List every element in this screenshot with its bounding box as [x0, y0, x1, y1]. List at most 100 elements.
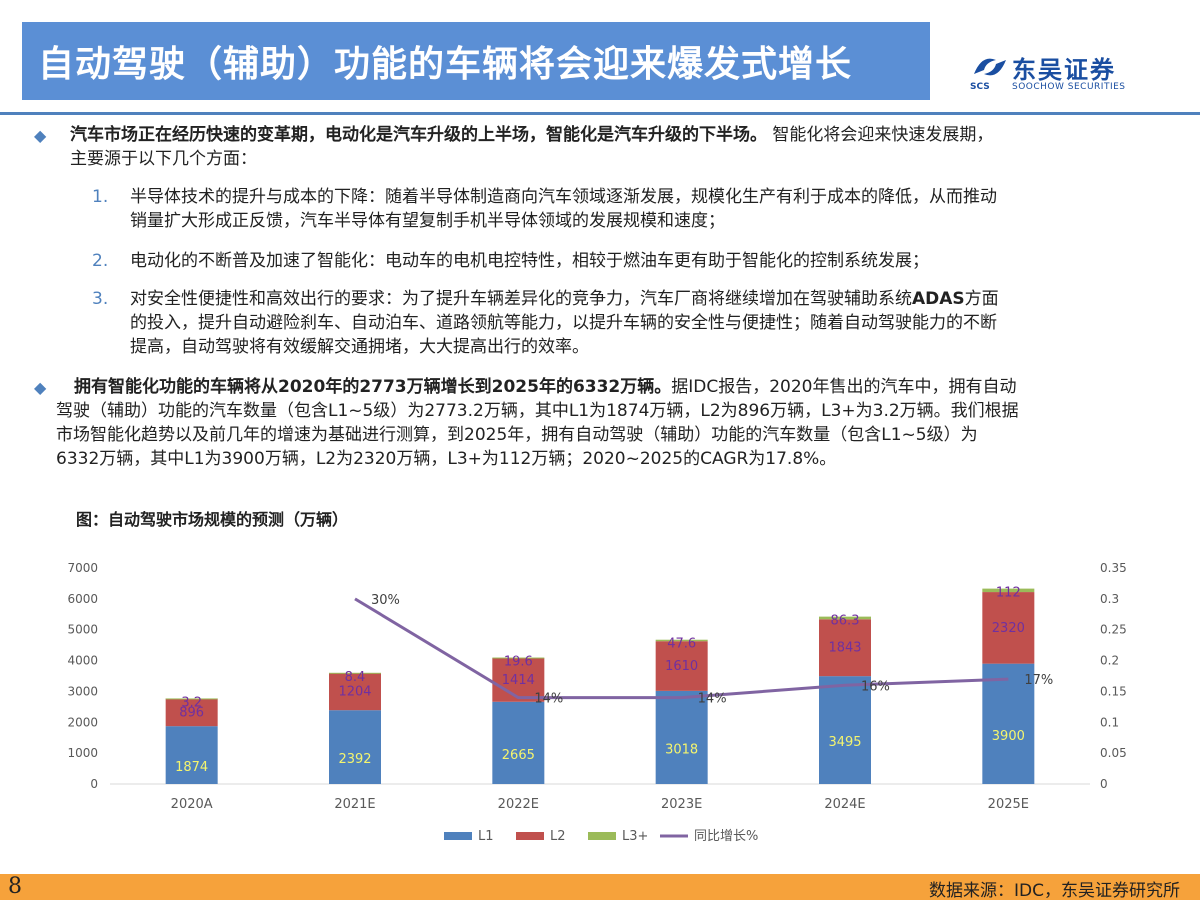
y-right-tick-label: 0.2	[1100, 654, 1119, 668]
legend-swatch-l2	[516, 832, 544, 840]
legend-label: L2	[550, 829, 566, 844]
data-label-l1: 2665	[502, 748, 535, 763]
bar-l3plus	[982, 588, 1035, 593]
data-label-l3plus: 3.2	[181, 695, 202, 710]
footer-bar: 8 数据来源：IDC，东吴证券研究所	[0, 874, 1200, 901]
bullet2-normal: 据IDC报告，2020年售出的汽车中，拥有自动	[671, 377, 1017, 397]
legend-swatch-l3plus	[588, 832, 616, 840]
data-label-l3plus: 47.6	[667, 637, 696, 652]
bar-l2	[982, 592, 1035, 664]
y-right-tick-label: 0.05	[1100, 746, 1127, 760]
yoy-data-label: 14%	[534, 692, 563, 707]
data-label-l1: 3900	[992, 729, 1025, 744]
bar-l3plus	[655, 639, 708, 642]
bar-l1	[819, 676, 871, 784]
bar-l1	[982, 663, 1035, 784]
data-label-l3plus: 112	[996, 586, 1021, 601]
bullet2-line3: 市场智能化趋势以及前几年的增速为基础进行测算，到2025年，拥有自动驾驶（辅助）…	[56, 425, 978, 445]
bullet2-line4: 6332万辆，其中L1为3900万辆，L2为2320万辆，L3+为112万辆；2…	[56, 449, 837, 469]
legend-label: 同比增长%	[694, 829, 758, 844]
y-right-tick-label: 0.35	[1100, 561, 1127, 575]
stacked-bar-chart: 0 1000 2000 3000 4000 5000 6000 7000 0 0.05 0.1 0.1…	[67, 561, 1127, 844]
logo-mark-icon	[974, 58, 1006, 76]
y-right-tick-label: 0.3	[1100, 592, 1119, 606]
yoy-data-label: 14%	[698, 692, 727, 707]
yoy-growth-line	[354, 597, 1009, 700]
data-label-l3plus: 19.6	[504, 655, 533, 670]
y-left-tick-label: 0	[90, 777, 98, 791]
bullet1-normal: 智能化将会迎来快速发展期，	[772, 125, 994, 145]
y-left-tick-label: 1000	[67, 746, 98, 760]
x-tick-label: 2020A	[171, 797, 213, 812]
logo-name-en: SOOCHOW SECURITIES	[1012, 82, 1126, 92]
yoy-data-label: 16%	[861, 679, 890, 694]
y-left-tick-label: 3000	[67, 684, 98, 698]
bar-l1	[165, 726, 218, 784]
bar-l1	[492, 701, 545, 784]
bar-l3plus	[492, 657, 545, 659]
x-tick-label: 2023E	[661, 797, 702, 812]
header-divider	[0, 112, 1200, 115]
y-left-tick-label: 6000	[67, 592, 98, 606]
figure-title: 图：自动驾驶市场规模的预测（万辆）	[76, 510, 349, 529]
data-label-l1: 1874	[175, 760, 208, 775]
legend-label: L1	[478, 829, 494, 844]
item3-line2: 的投入，提升自动避险刹车、自动泊车、道路领航等能力，以提升车辆的安全性与便捷性；…	[130, 313, 997, 333]
logo-mark-text: SCS	[970, 82, 990, 92]
bullet1-bold: 汽车市场正在经历快速的变革期，电动化是汽车升级的上半场，智能化是汽车升级的下半场…	[70, 125, 767, 145]
data-label-l3plus: 86.3	[831, 614, 860, 629]
item-number: 2.	[92, 251, 109, 271]
yoy-data-label: 30%	[371, 593, 400, 608]
item1-line1: 半导体技术的提升与成本的下降：随着半导体制造商向汽车领域逐渐发展，规模化生产有利…	[130, 187, 997, 207]
data-label-l1: 3018	[665, 742, 698, 757]
bullet2-line1: 拥有智能化功能的车辆将从2020年的2773万辆增长到2025年的6332万辆。…	[74, 376, 1017, 399]
bullet2-bold: 拥有智能化功能的车辆将从2020年的2773万辆增长到2025年的6332万辆。	[74, 377, 672, 397]
y-right-tick-label: 0	[1100, 777, 1108, 791]
bar-l1	[655, 690, 708, 784]
bar-l2	[329, 673, 381, 711]
y-left-tick-label: 5000	[67, 623, 98, 637]
item3-line1c: 方面	[964, 289, 999, 309]
bar-l2	[492, 658, 545, 702]
y-left-tick-label: 4000	[67, 654, 98, 668]
item1-line2: 销量扩大形成正反馈，汽车半导体有望复制手机半导体领域的发展规模和速度；	[130, 211, 725, 231]
item3-line1a: 对安全性便捷性和高效出行的要求：为了提升车辆差异化的竞争力，汽车厂商将继续增加在…	[130, 289, 912, 309]
data-label-l2: 896	[179, 705, 204, 720]
company-logo: SCS 东吴证券 SOOCHOW SECURITIES	[968, 52, 1148, 96]
legend-label: L3+	[622, 829, 648, 844]
bar-l2	[165, 698, 218, 727]
bar-l1	[329, 710, 381, 784]
data-label-l2: 1414	[502, 673, 535, 688]
bar-l3plus	[165, 698, 218, 700]
item3-adas: ADAS	[912, 289, 965, 309]
data-label-l2: 1204	[338, 685, 371, 700]
page-number: 8	[8, 874, 22, 899]
item3-line3: 提高，自动驾驶将有效缓解交通拥堵，大大提高出行的效率。	[130, 337, 589, 357]
item-number: 3.	[92, 289, 109, 309]
x-tick-label: 2022E	[498, 797, 539, 812]
bar-l3plus	[819, 616, 871, 620]
x-tick-label: 2021E	[334, 797, 375, 812]
data-label-l2: 1610	[665, 659, 698, 674]
x-tick-label: 2024E	[824, 797, 865, 812]
legend-swatch-l1	[444, 832, 472, 840]
logo-name-cn: 东吴证券	[1012, 56, 1116, 84]
item3-line1: 对安全性便捷性和高效出行的要求：为了提升车辆差异化的竞争力，汽车厂商将继续增加在…	[130, 288, 999, 311]
bullet1-line2: 主要源于以下几个方面：	[70, 149, 257, 169]
yoy-data-label: 17%	[1024, 673, 1053, 688]
bar-l2	[819, 619, 871, 677]
y-right-tick-label: 0.25	[1100, 623, 1127, 637]
data-label-l1: 2392	[338, 752, 371, 767]
bar-l2	[655, 641, 708, 691]
data-source: 数据来源：IDC，东吴证券研究所	[929, 881, 1180, 901]
y-right-tick-label: 0.15	[1100, 684, 1127, 698]
item2-line1: 电动化的不断普及加速了智能化：电动车的电机电控特性，相较于燃油车更有助于智能化的…	[130, 251, 929, 271]
y-left-tick-label: 2000	[67, 715, 98, 729]
bullet1-line1: 汽车市场正在经历快速的变革期，电动化是汽车升级的上半场，智能化是汽车升级的下半场…	[70, 124, 993, 147]
item-number: 1.	[92, 187, 109, 207]
diamond-bullet-icon: ◆	[34, 126, 47, 145]
bullet2-line2: 驾驶（辅助）功能的汽车数量（包含L1~5级）为2773.2万辆，其中L1为187…	[56, 401, 1019, 421]
data-label-l1: 3495	[828, 735, 861, 750]
data-label-l2: 1843	[828, 641, 861, 656]
bar-l3plus	[329, 672, 381, 674]
